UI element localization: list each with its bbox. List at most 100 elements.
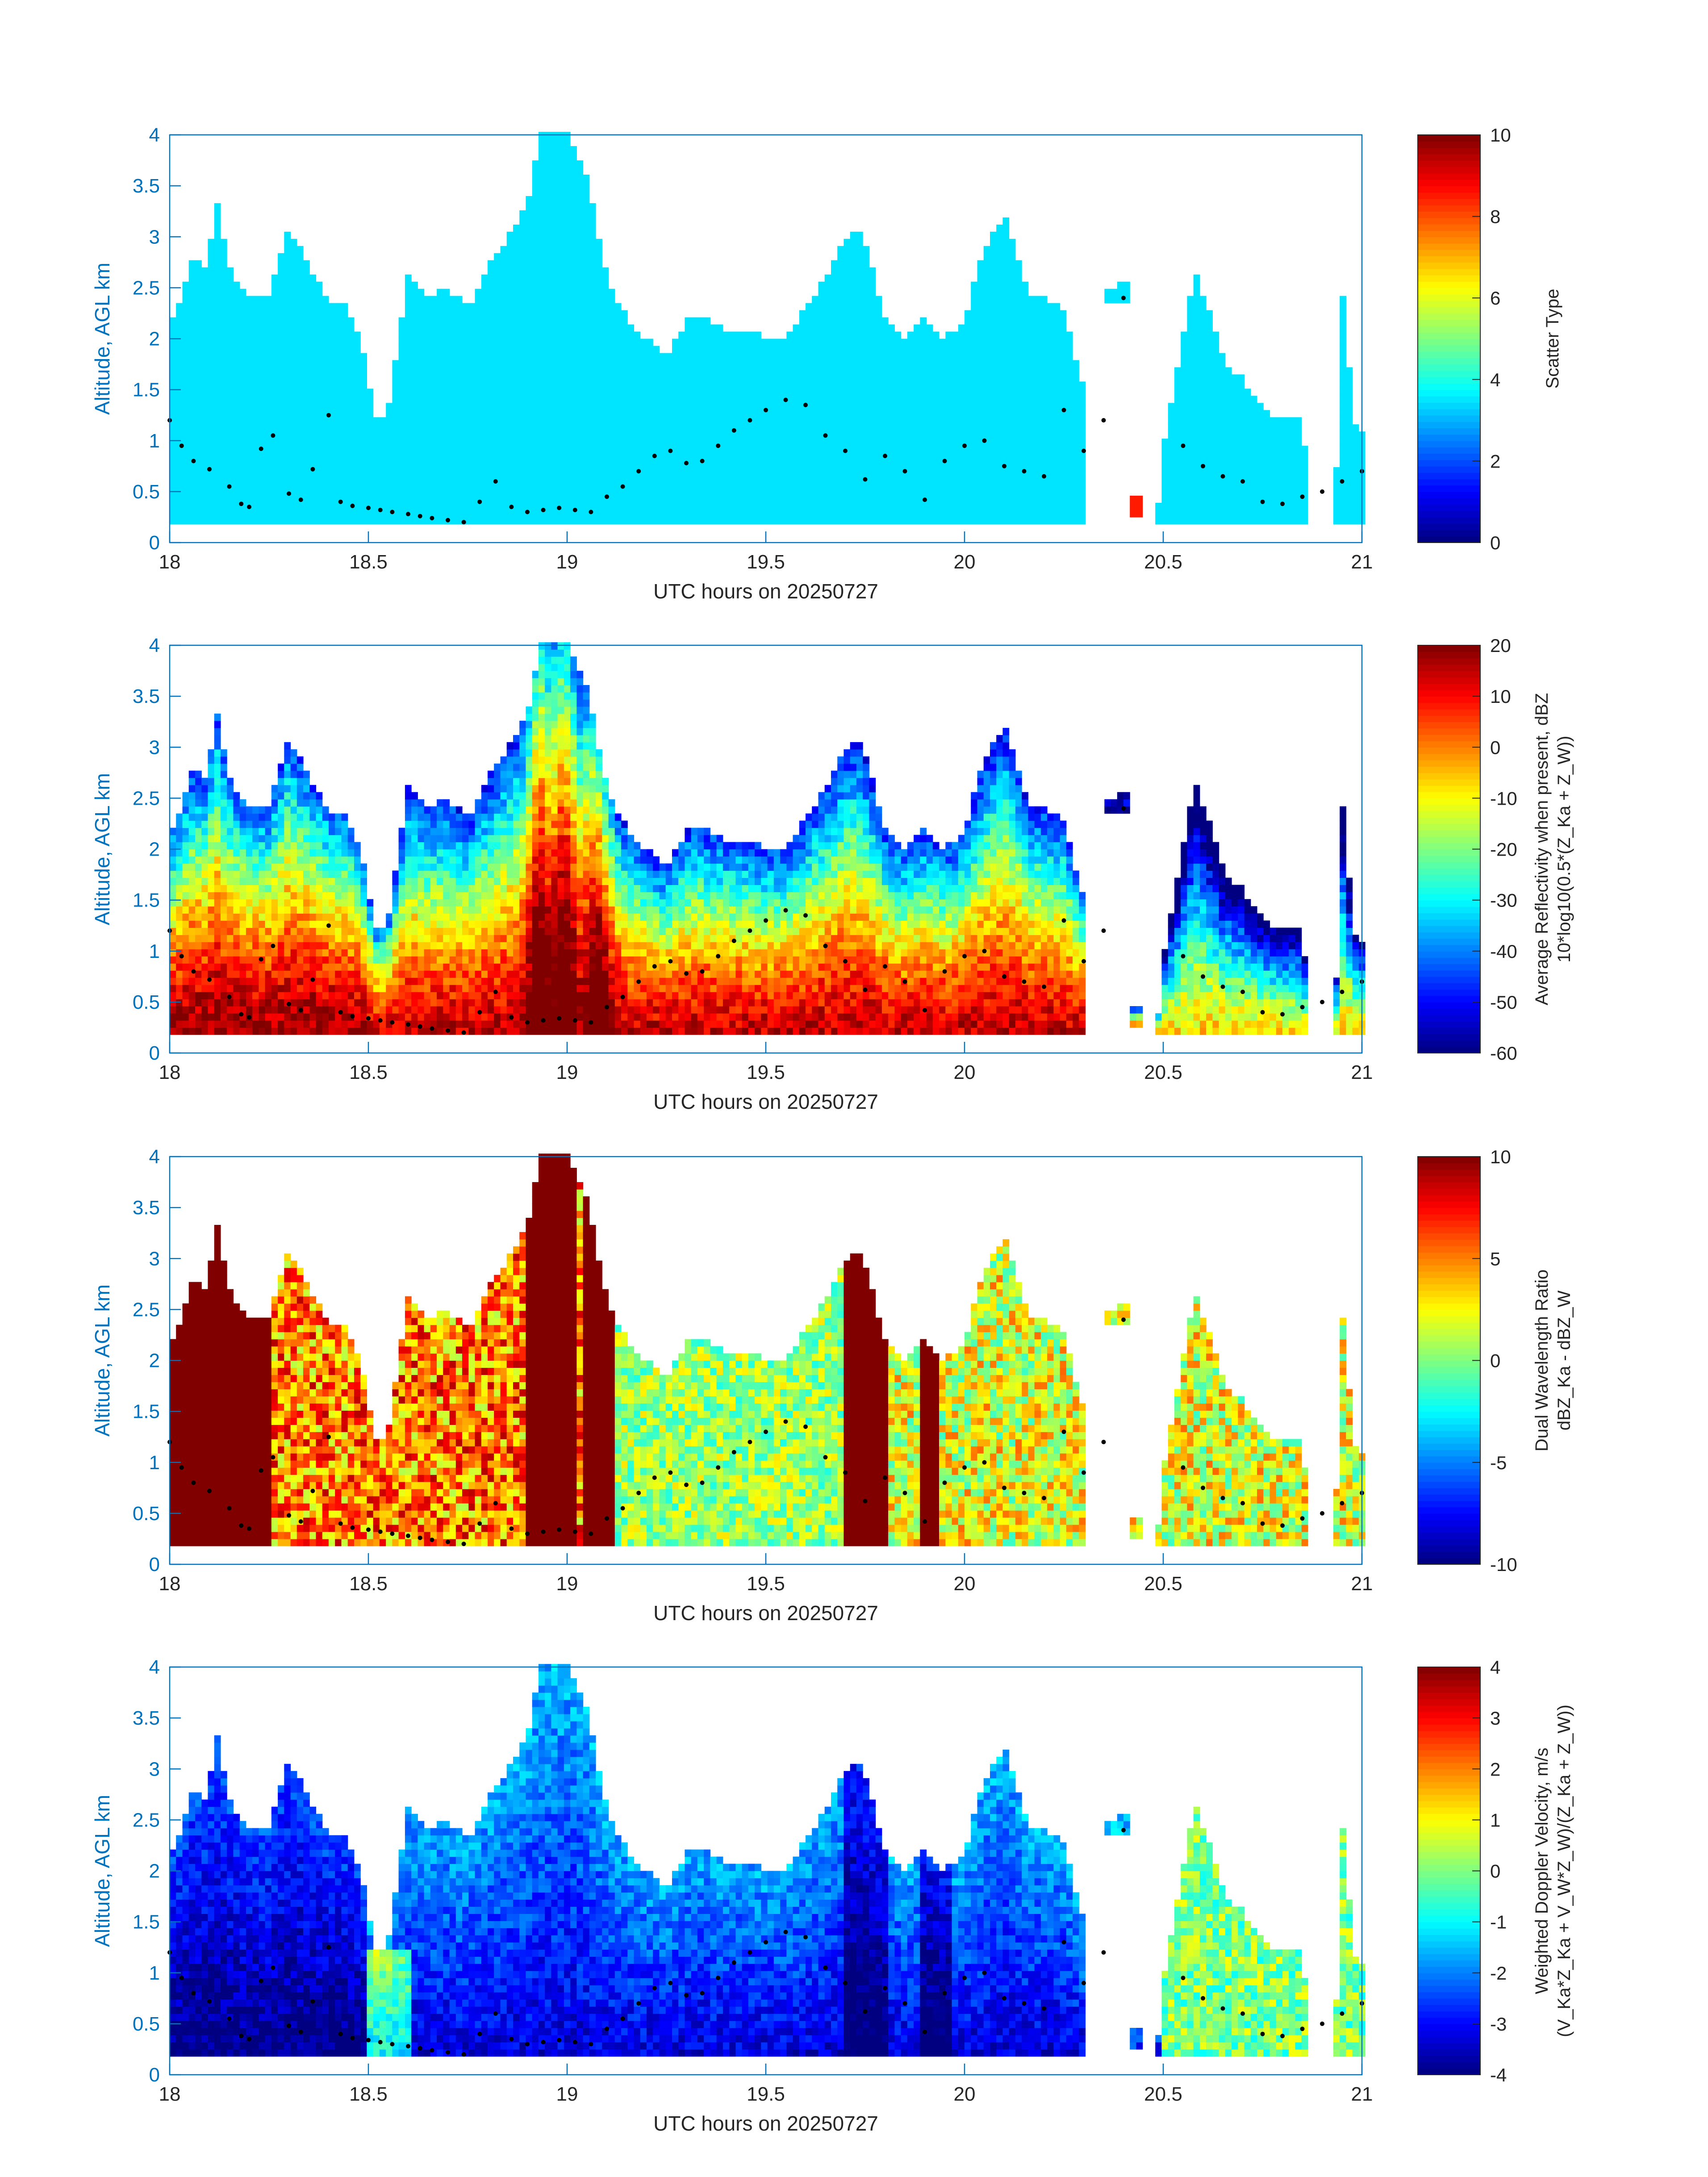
heatmap-cell [252,310,259,318]
heatmap-cell [239,310,246,318]
heatmap-cell [443,389,450,396]
heatmap-cell [551,367,558,375]
heatmap-cell [170,510,176,518]
heatmap-cell [837,310,844,318]
heatmap-cell [907,474,914,482]
heatmap-cell [316,446,323,453]
heatmap-cell [176,367,183,375]
heatmap-cell [506,267,514,275]
heatmap-cell [290,503,297,510]
heatmap-cell [939,467,946,475]
heatmap-cell [659,396,666,403]
heatmap-cell [214,288,221,297]
heatmap-cell [341,481,348,489]
heatmap-cell [761,374,768,382]
heatmap-cell [697,331,704,339]
heatmap-cell [239,317,246,325]
heatmap-cell [513,431,520,439]
heatmap-cell [424,303,431,311]
heatmap-cell [729,439,736,446]
heatmap-cell [538,374,545,382]
heatmap-cell [952,396,959,403]
heatmap-cell [977,310,984,318]
heatmap-cell [354,503,361,510]
heatmap-cell [405,460,412,468]
heatmap-cell [755,446,761,453]
heatmap-cell [564,274,571,282]
heatmap-cell [290,467,297,475]
heatmap-cell [424,439,431,446]
heatmap-cell [824,453,831,460]
heatmap-cell [583,203,590,211]
heatmap-cell [1009,267,1016,275]
heatmap-cell [685,496,692,503]
heatmap-cell [634,489,641,496]
heatmap-cell [958,431,965,439]
heatmap-cell [691,374,698,382]
heatmap-cell [977,517,984,525]
heatmap-cell [691,517,698,525]
heatmap-cell [462,467,469,475]
heatmap-cell [907,510,914,518]
heatmap-cell [411,481,418,489]
heatmap-cell [259,374,266,382]
heatmap-cell [259,467,266,475]
heatmap-cell [627,346,635,354]
heatmap-cell [856,503,863,510]
heatmap-cell [545,167,551,175]
heatmap-cell [341,396,348,403]
heatmap-cell [316,303,323,311]
heatmap-cell [583,481,590,489]
heatmap-cell [252,324,259,332]
heatmap-cell [1040,310,1048,318]
heatmap-cell [176,460,183,468]
heatmap-cell [965,503,971,510]
heatmap-cell [278,324,284,332]
heatmap-cell [1174,389,1181,396]
heatmap-cell [1015,303,1022,311]
heatmap-cell [704,474,710,482]
heatmap-cell [405,281,412,289]
heatmap-cell [863,467,869,475]
heatmap-cell [551,360,558,368]
heatmap-cell [850,353,857,361]
heatmap-cell [227,503,234,510]
heatmap-cell [748,331,755,339]
heatmap-cell [208,403,215,410]
heatmap-cell [176,489,183,496]
heatmap-cell [920,453,927,460]
heatmap-cell [329,417,335,425]
heatmap-cell [722,353,730,361]
heatmap-cell [494,503,501,510]
heatmap-cell [990,288,997,297]
heatmap-cell [500,496,507,503]
heatmap-cell [462,346,469,354]
heatmap-cell [564,260,571,268]
heatmap-cell [1187,503,1194,510]
heatmap-cell [888,331,895,339]
heatmap-cell [576,296,584,304]
heatmap-cell [602,296,609,304]
heatmap-cell [1040,389,1048,396]
heatmap-cell [462,496,469,503]
heatmap-cell [837,353,844,361]
heatmap-cell [983,481,990,489]
heatmap-cell [767,381,774,389]
heatmap-cell [170,446,176,453]
heatmap-cell [360,510,367,518]
heatmap-cell [303,396,310,403]
heatmap-cell [284,274,291,282]
heatmap-cell [614,310,622,318]
heatmap-cell [1015,496,1022,503]
heatmap-cell [1174,431,1181,439]
heatmap-cell [793,360,800,368]
heatmap-cell [983,253,990,261]
heatmap-cell [290,510,297,518]
heatmap-cell [1193,338,1200,347]
heatmap-cell [799,310,806,318]
heatmap-cell [685,324,692,332]
heatmap-cell [1015,389,1022,396]
heatmap-cell [907,417,914,425]
heatmap-cell [557,175,564,182]
